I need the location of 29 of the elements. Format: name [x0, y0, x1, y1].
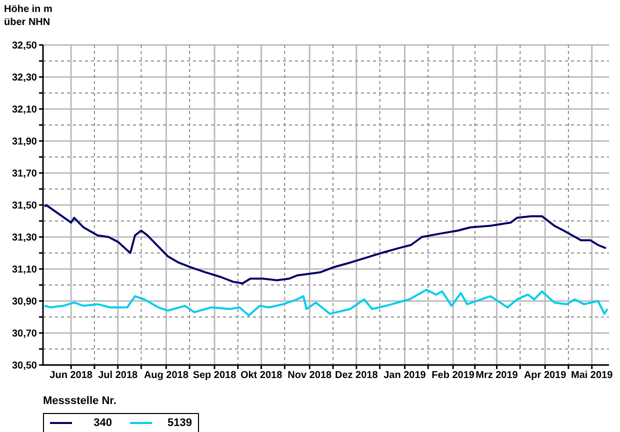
- y-tick-label: 30,50: [12, 360, 38, 372]
- y-axis-title: Höhe in m über NHN: [4, 3, 52, 29]
- legend-label: 5139: [166, 417, 192, 429]
- y-tick-label: 30,90: [12, 296, 38, 308]
- y-tick-label: 32,50: [12, 40, 38, 52]
- x-tick-label: Jan 2019: [384, 370, 426, 382]
- y-tick-label: 31,10: [12, 264, 38, 276]
- x-tick-label: Dez 2018: [335, 370, 378, 382]
- line-series: [44, 204, 607, 284]
- x-tick-label: Sep 2018: [192, 370, 237, 382]
- x-tick-label: Okt 2018: [240, 370, 283, 382]
- y-tick-label: 32,10: [12, 104, 38, 116]
- x-tick-label: Mai 2019: [570, 370, 614, 382]
- y-tick-label: 31,90: [12, 136, 38, 148]
- x-tick-label: Jun 2018: [50, 370, 93, 382]
- x-tick-label: Feb 2019: [432, 370, 475, 382]
- line-series: [44, 288, 608, 316]
- x-tick-label: Jul 2018: [98, 370, 138, 382]
- y-tick-label: 31,50: [12, 200, 38, 212]
- y-tick-label: 32,30: [12, 72, 38, 84]
- y-tick-label: 30,70: [12, 328, 38, 340]
- x-tick-label: Apr 2019: [524, 370, 567, 382]
- x-tick-label: Nov 2018: [288, 370, 332, 382]
- legend-title: Messstelle Nr.: [43, 395, 118, 407]
- y-tick-label: 31,30: [12, 232, 38, 244]
- x-tick-label: Mrz 2019: [476, 370, 518, 382]
- x-tick-label: Aug 2018: [144, 370, 189, 382]
- legend-label: 340: [92, 417, 112, 429]
- y-tick-label: 31,70: [12, 168, 38, 180]
